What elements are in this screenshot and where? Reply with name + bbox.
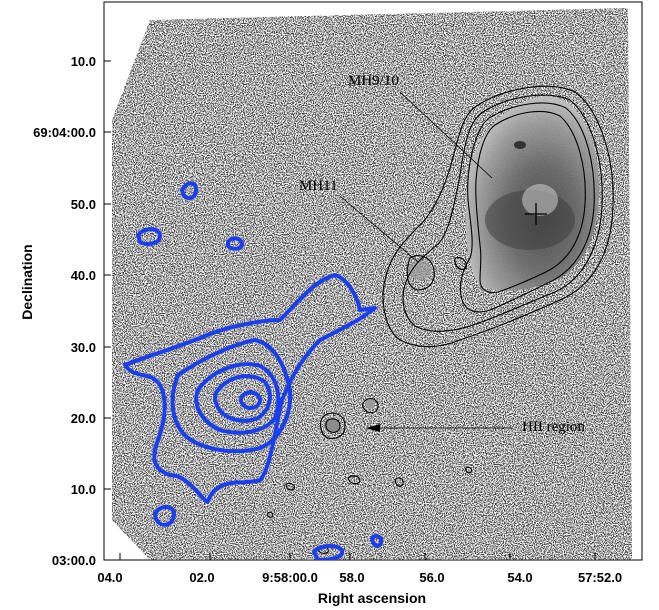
y-tick-labels: 03:00.0 10.0 20.0 30.0 40.0 50.0 69:04:0… — [33, 54, 96, 568]
x-tick-label: 9:58:00.0 — [262, 570, 318, 585]
annotation-label-mh9-10: MH9/10 — [348, 73, 399, 89]
x-axis-title: Right ascension — [318, 590, 426, 606]
arrowhead-icon — [366, 424, 380, 432]
y-tick-label: 30.0 — [71, 340, 96, 355]
x-axis-ticks — [119, 553, 596, 560]
y-tick-label: 10.0 — [71, 54, 96, 69]
annotation-label-mh11: MH11 — [299, 178, 338, 194]
x-tick-label: 02.0 — [189, 570, 214, 585]
annotation-leader-mh11 — [339, 195, 419, 263]
blue-contours — [123, 181, 384, 560]
y-tick-label: 50.0 — [71, 197, 96, 212]
x-tick-label: 58.0 — [339, 570, 364, 585]
y-tick-label: 20.0 — [71, 411, 96, 426]
annotation-label-hii: HII region — [522, 419, 585, 435]
y-tick-label: 10.0 — [71, 482, 96, 497]
x-tick-label: 57:52.0 — [578, 570, 622, 585]
y-tick-label: 69:04:00.0 — [33, 125, 96, 140]
y-tick-label: 40.0 — [71, 268, 96, 283]
black-contours — [267, 85, 614, 554]
center-cross-marker — [525, 203, 547, 225]
x-tick-label: 54.0 — [507, 570, 532, 585]
x-tick-label: 56.0 — [419, 570, 444, 585]
annotations: MH9/10 MH11 HII region — [299, 73, 585, 435]
hii-region-knot — [324, 418, 340, 432]
x-tick-labels: 04.0 02.0 9:58:00.0 58.0 56.0 54.0 57:52… — [97, 570, 622, 585]
grayscale-image — [112, 8, 632, 560]
y-axis-ticks — [104, 60, 111, 561]
nebula-mh11 — [408, 260, 432, 280]
annotation-leader-mh9-10 — [399, 91, 493, 179]
x-tick-label: 04.0 — [97, 570, 122, 585]
y-axis-title: Declination — [19, 244, 35, 319]
y-tick-label: 03:00.0 — [52, 553, 96, 568]
